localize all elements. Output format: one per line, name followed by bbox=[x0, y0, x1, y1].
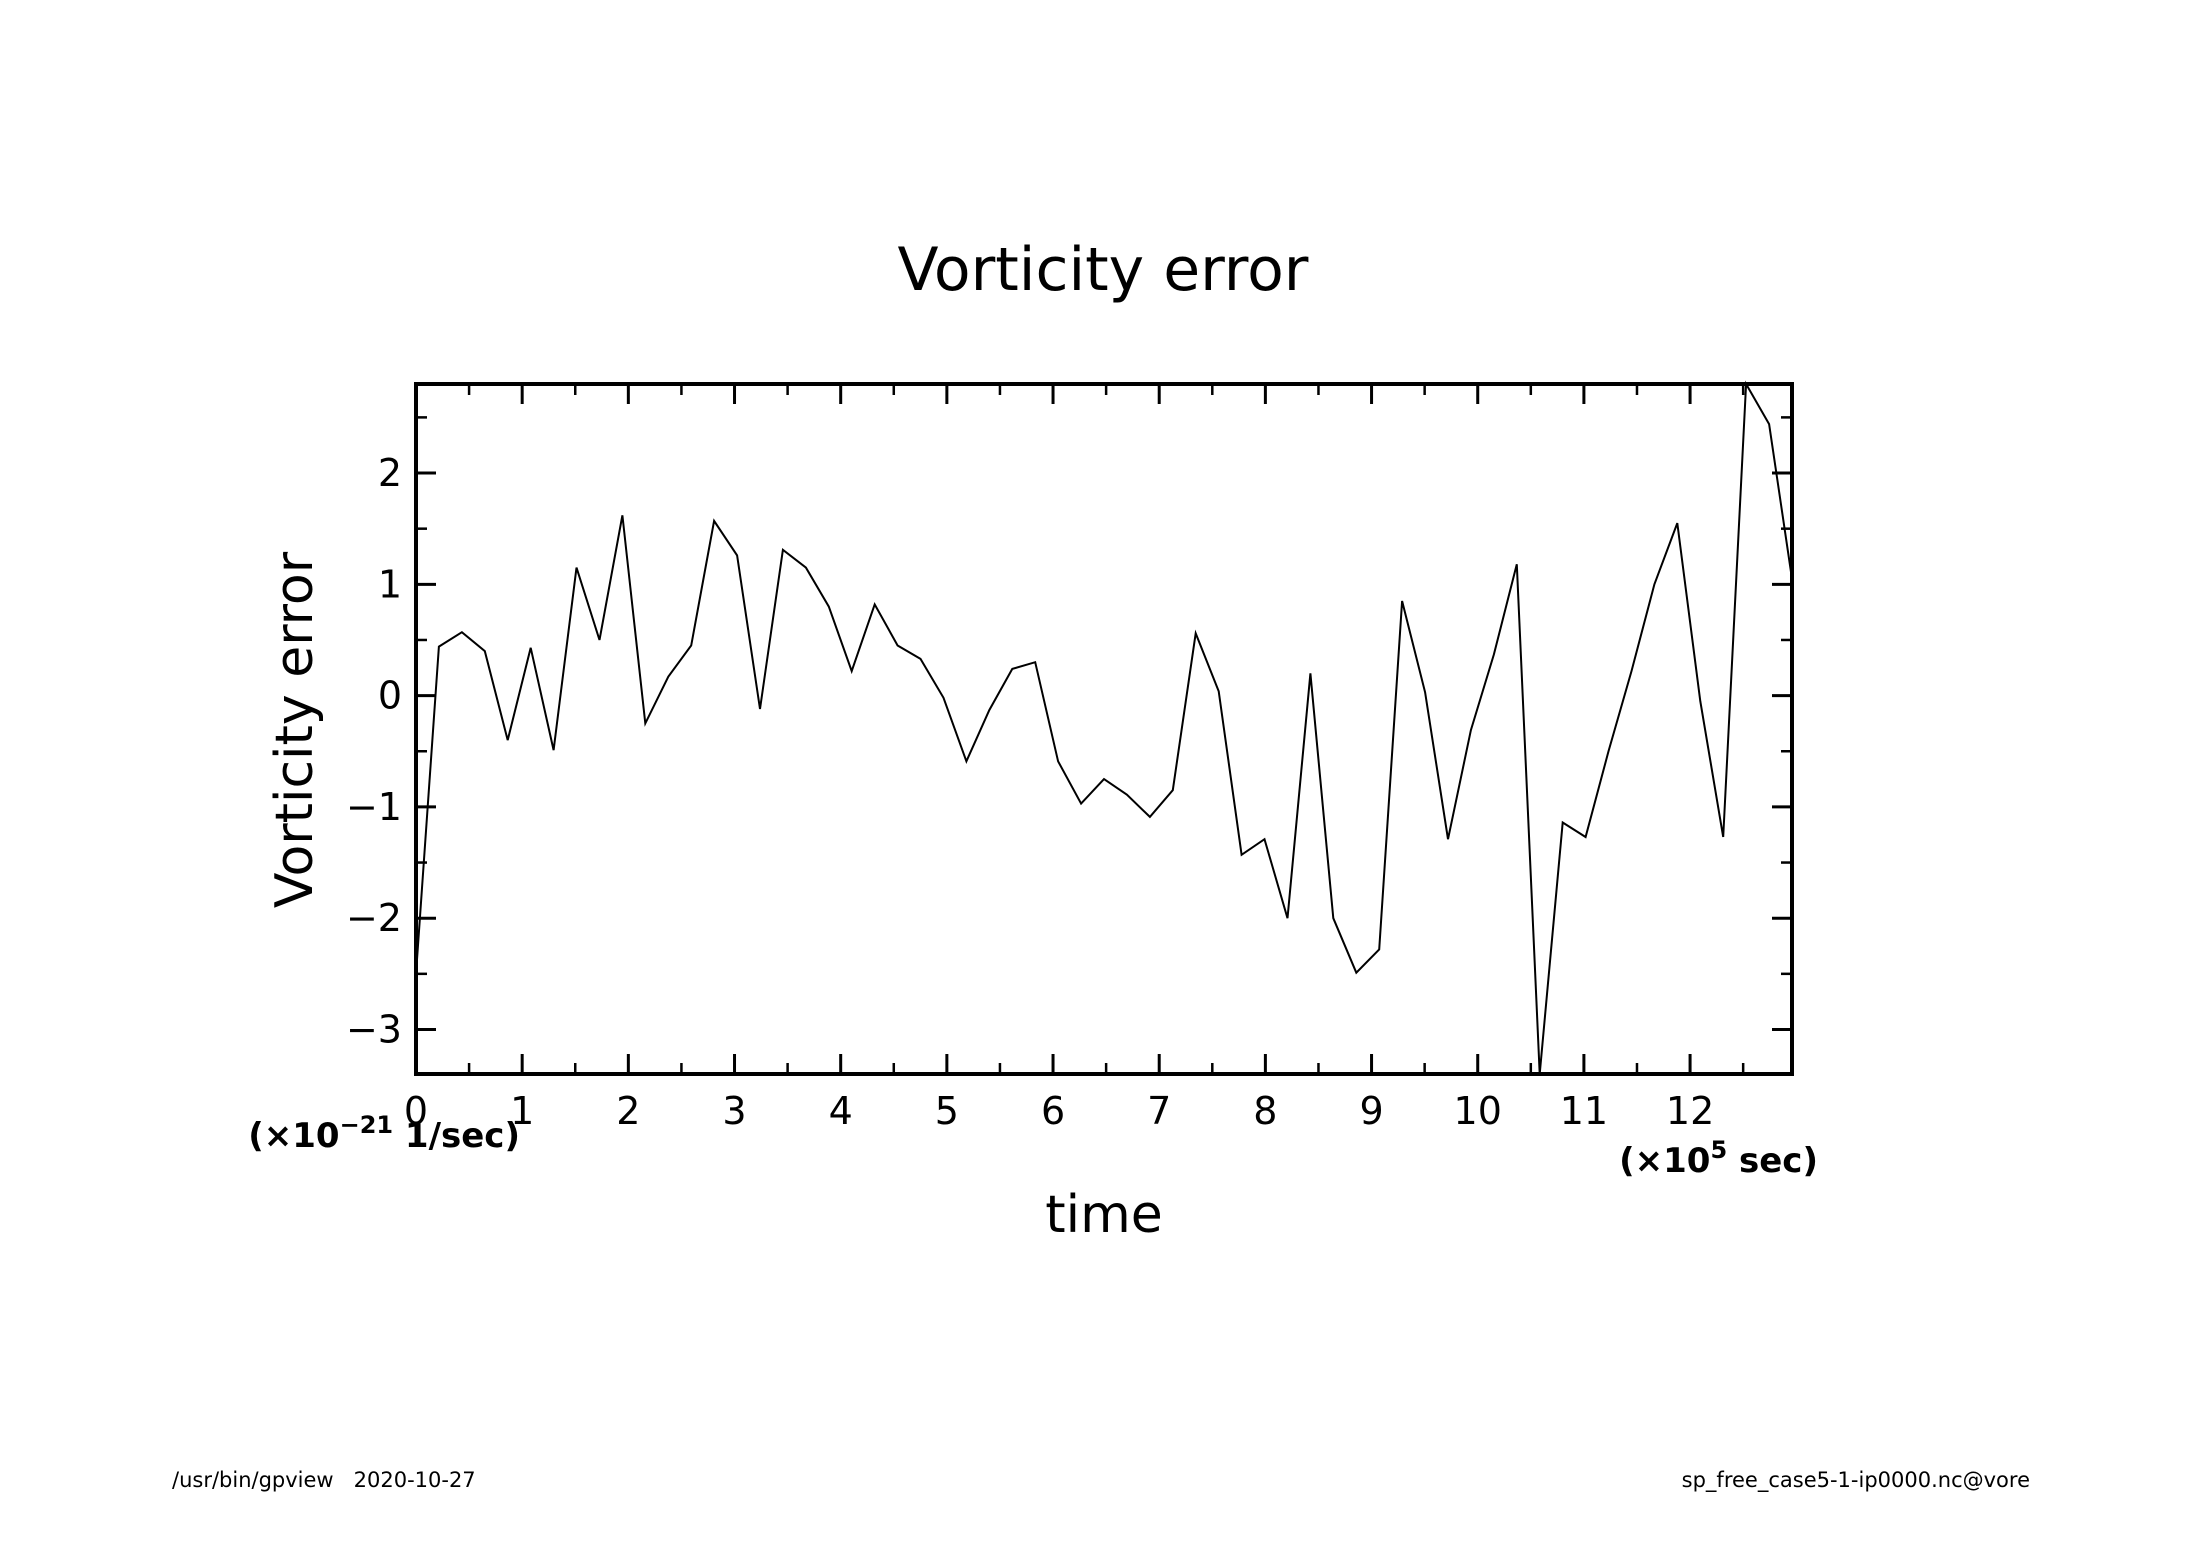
y-tick-label: 1 bbox=[378, 562, 402, 606]
y-scale-prefix: (×10 bbox=[248, 1116, 339, 1156]
x-tick-label: 0 bbox=[404, 1089, 428, 1133]
footer-left: /usr/bin/gpview 2020-10-27 bbox=[172, 1468, 476, 1492]
x-axis-label: time bbox=[1045, 1185, 1162, 1245]
plot-frame bbox=[414, 382, 1794, 1076]
footer-right: sp_free_case5-1-ip0000.nc@vore bbox=[1682, 1468, 2030, 1493]
x-tick-label: 11 bbox=[1560, 1089, 1608, 1133]
y-axis-label: Vorticity error bbox=[265, 551, 325, 908]
series-layer bbox=[415, 380, 1793, 1075]
y-tick-label: −1 bbox=[346, 785, 402, 829]
x-tick-label: 2 bbox=[616, 1089, 640, 1133]
axis-ticks bbox=[414, 384, 1792, 1074]
x-tick-label: 5 bbox=[935, 1089, 959, 1133]
x-tick-label: 3 bbox=[722, 1089, 746, 1133]
y-scale-suffix: 1/sec) bbox=[393, 1116, 520, 1156]
y-scale-label: (×10−21 1/sec) bbox=[248, 1111, 520, 1156]
y-tick-labels: −3 −2 −1 0 1 2 bbox=[346, 451, 402, 1051]
x-tick-label: 1 bbox=[510, 1089, 534, 1133]
x-scale-prefix: (×10 bbox=[1619, 1141, 1710, 1181]
y-tick-label: −3 bbox=[346, 1007, 402, 1051]
x-tick-label: 9 bbox=[1359, 1089, 1383, 1133]
x-tick-label: 12 bbox=[1666, 1089, 1714, 1133]
x-tick-label: 7 bbox=[1147, 1089, 1171, 1133]
x-tick-label: 10 bbox=[1454, 1089, 1502, 1133]
x-scale-label: (×105 sec) bbox=[1619, 1136, 1818, 1181]
series-line bbox=[415, 380, 1793, 1075]
y-tick-label: 2 bbox=[378, 451, 402, 495]
y-tick-label: 0 bbox=[378, 674, 402, 718]
chart-title: Vorticity error bbox=[898, 235, 1309, 305]
y-scale-exponent: −21 bbox=[340, 1111, 394, 1139]
x-scale-exponent: 5 bbox=[1710, 1136, 1727, 1164]
x-tick-label: 6 bbox=[1041, 1089, 1065, 1133]
y-tick-label: −2 bbox=[346, 896, 402, 940]
x-tick-labels: 0 1 2 3 4 5 6 7 8 9 10 11 12 bbox=[404, 1089, 1714, 1133]
x-tick-label: 8 bbox=[1253, 1089, 1277, 1133]
x-tick-label: 4 bbox=[829, 1089, 853, 1133]
x-scale-suffix: sec) bbox=[1727, 1141, 1818, 1181]
